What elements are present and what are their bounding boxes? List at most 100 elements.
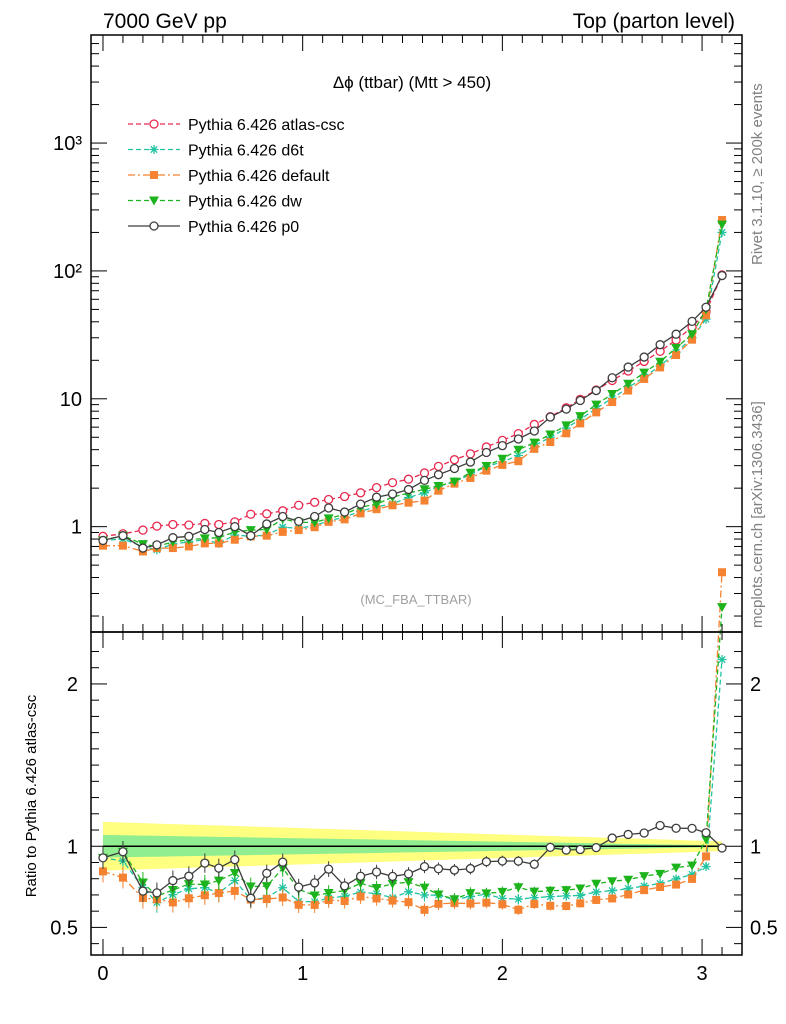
- point-pythia-6-426-atlas-csc: [403, 474, 414, 484]
- point-pythia-6-426-p0: [433, 470, 444, 480]
- point-pythia-6-426-p0: [214, 527, 224, 538]
- point-pythia-6-426-dw: [513, 445, 524, 455]
- ratio-point-pythia-6-426-default: [404, 898, 413, 907]
- ratio-point-pythia-6-426-dw: [529, 887, 540, 897]
- point-pythia-6-426-default: [372, 505, 381, 514]
- point-pythia-6-426-p0: [419, 475, 430, 486]
- series-line-pythia-6-426-dw: [102, 224, 723, 548]
- mcplots-label: mcplots.cern.ch [arXiv:1306.3436]: [749, 401, 766, 628]
- ratio-point-pythia-6-426-default: [546, 901, 555, 910]
- ratio-line-pythia-6-426-default: [102, 572, 723, 911]
- ratio-point-pythia-6-426-d6t: [561, 891, 571, 901]
- ratio-point-pythia-6-426-p0: [323, 864, 334, 874]
- point-pythia-6-426-atlas-csc: [246, 509, 256, 519]
- point-pythia-6-426-dw: [433, 481, 444, 491]
- point-pythia-6-426-p0: [184, 531, 194, 541]
- ratio-point-pythia-6-426-p0: [294, 882, 304, 892]
- point-pythia-6-426-p0: [323, 503, 334, 513]
- point-pythia-6-426-p0: [152, 540, 162, 550]
- ratio-point-pythia-6-426-p0: [639, 828, 649, 838]
- point-pythia-6-426-d6t: [278, 522, 288, 532]
- ratio-point-pythia-6-426-dw: [561, 886, 572, 896]
- point-pythia-6-426-dw: [655, 357, 666, 367]
- ratio-point-pythia-6-426-dw: [371, 884, 382, 894]
- point-pythia-6-426-dw: [639, 368, 650, 378]
- ratio-point-pythia-6-426-dw: [545, 886, 556, 896]
- point-pythia-6-426-dw: [497, 454, 508, 464]
- ratio-point-pythia-6-426-default: [498, 900, 507, 909]
- ratio-panel: 0.5 0.5 1 1 2 2: [50, 568, 778, 956]
- point-pythia-6-426-dw: [465, 468, 476, 478]
- main-panel: 1 10 10² 10³: [53, 34, 743, 633]
- ratio-line-pythia-6-426-p0: [102, 824, 723, 900]
- ratio-point-pythia-6-426-dw: [717, 603, 728, 613]
- point-pythia-6-426-p0: [687, 316, 697, 327]
- point-pythia-6-426-dw: [309, 518, 320, 528]
- ratio-point-pythia-6-426-dw: [575, 884, 586, 894]
- point-pythia-6-426-default: [718, 216, 727, 225]
- ratio-ytick-label-right: 1: [750, 836, 761, 858]
- main-ytick-label: 1: [71, 517, 82, 539]
- x-axis: 0 1 2 3: [97, 963, 707, 985]
- ratio-point-pythia-6-426-default: [388, 896, 397, 905]
- point-pythia-6-426-atlas-csc: [262, 509, 272, 519]
- ratio-point-pythia-6-426-p0: [497, 856, 508, 866]
- ratio-point-pythia-6-426-d6t: [497, 893, 507, 903]
- ratio-point-pythia-6-426-d6t: [529, 893, 539, 903]
- ratio-point-pythia-6-426-dw: [355, 879, 366, 889]
- ratio-point-pythia-6-426-default: [672, 880, 681, 889]
- ratio-point-pythia-6-426-p0: [152, 888, 162, 898]
- ratio-point-pythia-6-426-default: [530, 899, 539, 908]
- ratio-point-pythia-6-426-dw: [419, 883, 430, 893]
- ratio-line-pythia-6-426-d6t: [102, 659, 723, 904]
- point-pythia-6-426-dw: [529, 438, 540, 448]
- point-pythia-6-426-atlas-csc: [323, 494, 334, 505]
- point-pythia-6-426-atlas-csc: [168, 519, 178, 530]
- ratio-point-pythia-6-426-default: [356, 892, 365, 901]
- point-pythia-6-426-default: [592, 408, 601, 417]
- point-pythia-6-426-atlas-csc: [310, 497, 320, 507]
- point-pythia-6-426-default: [498, 460, 507, 469]
- ratio-point-pythia-6-426-dw: [387, 879, 398, 889]
- point-pythia-6-426-atlas-csc: [214, 519, 224, 530]
- ratio-point-pythia-6-426-p0: [184, 871, 194, 881]
- xtick-label: 1: [297, 963, 308, 985]
- point-pythia-6-426-p0: [118, 531, 128, 541]
- ratio-point-pythia-6-426-d6t: [278, 883, 288, 893]
- ratio-point-pythia-6-426-p0: [403, 869, 414, 879]
- ratio-point-pythia-6-426-p0: [371, 867, 382, 877]
- legend-label: Pythia 6.426 d6t: [188, 143, 304, 160]
- ratio-point-pythia-6-426-p0: [214, 863, 224, 873]
- point-pythia-6-426-p0: [591, 385, 601, 396]
- ratio-point-pythia-6-426-p0: [433, 864, 444, 874]
- ratio-point-pythia-6-426-d6t: [513, 894, 523, 904]
- point-pythia-6-426-default: [546, 438, 555, 447]
- ratio-point-pythia-6-426-default: [466, 899, 475, 908]
- ratio-point-pythia-6-426-p0: [465, 863, 476, 874]
- point-pythia-6-426-atlas-csc: [449, 455, 460, 465]
- ratio-point-pythia-6-426-default: [688, 874, 697, 883]
- ratio-point-pythia-6-426-default: [576, 899, 585, 908]
- ratio-point-pythia-6-426-dw: [481, 889, 492, 899]
- ratio-point-pythia-6-426-dw: [323, 889, 334, 899]
- series-line-pythia-6-426-p0: [102, 275, 723, 549]
- point-pythia-6-426-p0: [339, 507, 350, 517]
- point-pythia-6-426-p0: [294, 516, 304, 527]
- point-pythia-6-426-default: [702, 311, 711, 320]
- ratio-ytick-label-left: 1: [67, 836, 78, 858]
- ratio-point-pythia-6-426-p0: [310, 878, 320, 888]
- ratio-point-pythia-6-426-default: [294, 900, 303, 909]
- point-pythia-6-426-atlas-csc: [152, 521, 162, 531]
- ratio-point-pythia-6-426-dw: [245, 882, 256, 892]
- ratio-ylabel: Ratio to Pythia 6.426 atlas-csc: [23, 694, 40, 897]
- ratio-point-pythia-6-426-default: [702, 852, 711, 861]
- point-pythia-6-426-d6t: [513, 451, 523, 461]
- point-pythia-6-426-p0: [545, 412, 555, 422]
- point-pythia-6-426-p0: [355, 499, 366, 509]
- point-pythia-6-426-p0: [717, 270, 727, 281]
- ratio-point-pythia-6-426-p0: [575, 844, 585, 855]
- point-pythia-6-426-default: [230, 535, 239, 544]
- series-line-pythia-6-426-atlas-csc: [102, 274, 723, 537]
- ratio-point-pythia-6-426-default: [310, 900, 319, 909]
- ratio-point-pythia-6-426-d6t: [671, 874, 681, 884]
